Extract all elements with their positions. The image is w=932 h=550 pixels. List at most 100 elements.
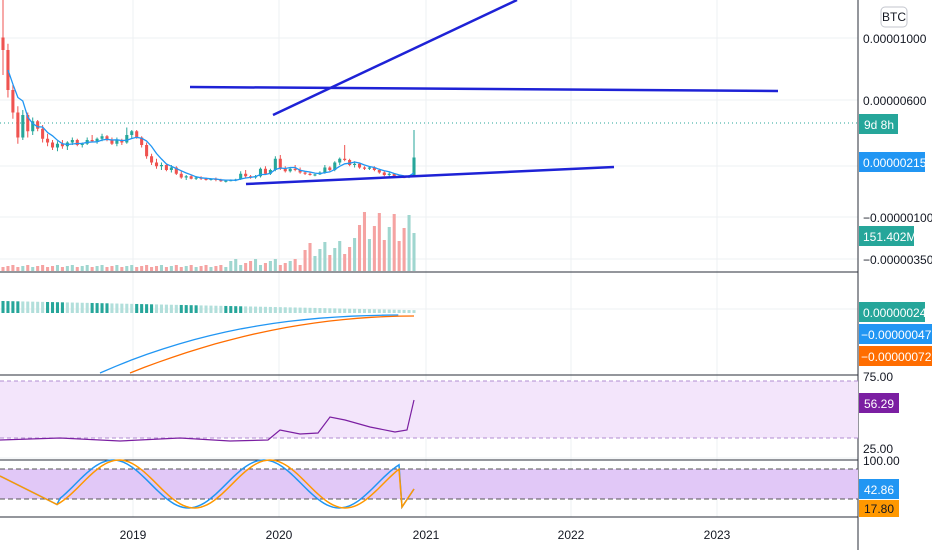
volume-bar bbox=[293, 259, 297, 271]
volume-bar bbox=[115, 265, 119, 271]
volume-bars bbox=[1, 212, 416, 271]
rsi-value-tag bbox=[859, 393, 899, 413]
volume-bar bbox=[16, 267, 20, 271]
candle-body bbox=[353, 163, 357, 165]
candle-body bbox=[343, 158, 347, 160]
volume-bar bbox=[372, 226, 376, 271]
volume-bar bbox=[26, 265, 30, 271]
macd-bar bbox=[268, 306, 272, 313]
macd-bar bbox=[263, 306, 267, 313]
candle-body bbox=[46, 138, 50, 143]
volume-bar bbox=[362, 212, 367, 271]
volume-bar bbox=[184, 266, 188, 271]
macd-bar bbox=[90, 302, 94, 313]
macd-bar bbox=[209, 305, 213, 313]
volume-bar bbox=[367, 239, 371, 271]
macd-bar bbox=[46, 301, 50, 313]
currency-badge[interactable] bbox=[880, 6, 908, 28]
candle-body bbox=[159, 165, 163, 167]
macd-bar bbox=[31, 301, 35, 313]
rsi-tick-label: 25.00 bbox=[863, 442, 893, 456]
candle-body bbox=[50, 142, 55, 148]
trendline-rising[interactable] bbox=[272, 0, 518, 117]
candle-body bbox=[278, 158, 282, 169]
candle-body bbox=[95, 138, 99, 142]
volume-bar bbox=[105, 267, 109, 271]
macd-bar bbox=[367, 309, 371, 313]
volume-bar bbox=[41, 265, 45, 271]
macd-bar bbox=[169, 304, 173, 313]
volume-bar bbox=[209, 267, 213, 271]
macd-bar bbox=[164, 304, 168, 313]
macd-bar bbox=[16, 301, 20, 313]
candle-body bbox=[323, 167, 327, 173]
candle-body bbox=[288, 168, 292, 172]
candle-body bbox=[382, 172, 386, 175]
candle-body bbox=[258, 168, 263, 177]
macd-bar bbox=[115, 303, 119, 313]
macd-bar bbox=[100, 303, 104, 313]
price-scale[interactable]: BTC 0.00001000 0.00000600 −0.00000100 −0… bbox=[859, 6, 932, 517]
candle-body bbox=[70, 140, 74, 143]
macd-bar bbox=[249, 306, 253, 313]
volume-bar bbox=[60, 267, 64, 271]
volume-bar bbox=[55, 265, 60, 271]
macd-bar bbox=[353, 308, 357, 313]
candle-body bbox=[357, 163, 362, 168]
macd-bar bbox=[372, 309, 376, 313]
volume-bar bbox=[204, 265, 208, 271]
macd-bar bbox=[204, 305, 208, 313]
macd-bar bbox=[298, 307, 302, 313]
macd-bar bbox=[273, 307, 277, 313]
volume-bar bbox=[194, 267, 198, 271]
volume-bar bbox=[377, 213, 381, 271]
candle-body bbox=[283, 168, 287, 172]
volume-bar bbox=[343, 254, 347, 271]
macd-bar bbox=[382, 309, 386, 313]
macd-bar bbox=[397, 309, 401, 313]
volume-bar bbox=[80, 266, 84, 271]
candle-body bbox=[31, 121, 35, 132]
volume-bar bbox=[239, 265, 243, 271]
y-tick-label: 0.00001000 bbox=[863, 32, 927, 46]
macd-bar bbox=[179, 304, 183, 313]
trendline-support[interactable] bbox=[245, 165, 615, 186]
stoch-band bbox=[0, 469, 858, 499]
candle-body bbox=[392, 173, 396, 177]
macd-bar bbox=[313, 307, 317, 313]
stoch-k-label: 42.86 bbox=[864, 483, 894, 497]
candle-body bbox=[377, 170, 381, 173]
volume-bar bbox=[273, 259, 277, 271]
macd-bar bbox=[387, 309, 391, 313]
stoch-d-line bbox=[0, 459, 415, 510]
trendlines[interactable] bbox=[189, 0, 779, 186]
volume-bar bbox=[353, 238, 357, 271]
candle-body bbox=[313, 174, 317, 176]
candlesticks bbox=[1, 0, 416, 183]
volume-bar bbox=[125, 266, 129, 271]
macd-bar bbox=[36, 301, 40, 313]
candle-body bbox=[194, 177, 198, 179]
volume-bar bbox=[145, 265, 149, 271]
volume-bar bbox=[95, 266, 99, 271]
macd-bar bbox=[6, 301, 10, 313]
macd-bar bbox=[362, 309, 367, 313]
macd-bar bbox=[50, 302, 55, 313]
candle-body bbox=[6, 50, 10, 90]
candle-body bbox=[338, 158, 342, 163]
y-tick-label: 0.00000600 bbox=[863, 94, 927, 108]
trendline-resistance[interactable] bbox=[189, 85, 779, 93]
volume-bar bbox=[387, 227, 391, 271]
candle-body bbox=[387, 173, 391, 175]
macd-bar bbox=[214, 305, 218, 313]
volume-bar bbox=[90, 267, 94, 271]
candle-body bbox=[333, 162, 337, 170]
macd-bar bbox=[412, 310, 416, 313]
volume-bar bbox=[333, 248, 337, 271]
candle-body bbox=[362, 167, 367, 169]
time-axis[interactable]: 2019 2020 2021 2022 2023 bbox=[120, 528, 731, 542]
macd-bar bbox=[293, 307, 297, 313]
y-tick-label: −0.00000350 bbox=[863, 253, 932, 267]
volume-bar bbox=[323, 242, 327, 271]
